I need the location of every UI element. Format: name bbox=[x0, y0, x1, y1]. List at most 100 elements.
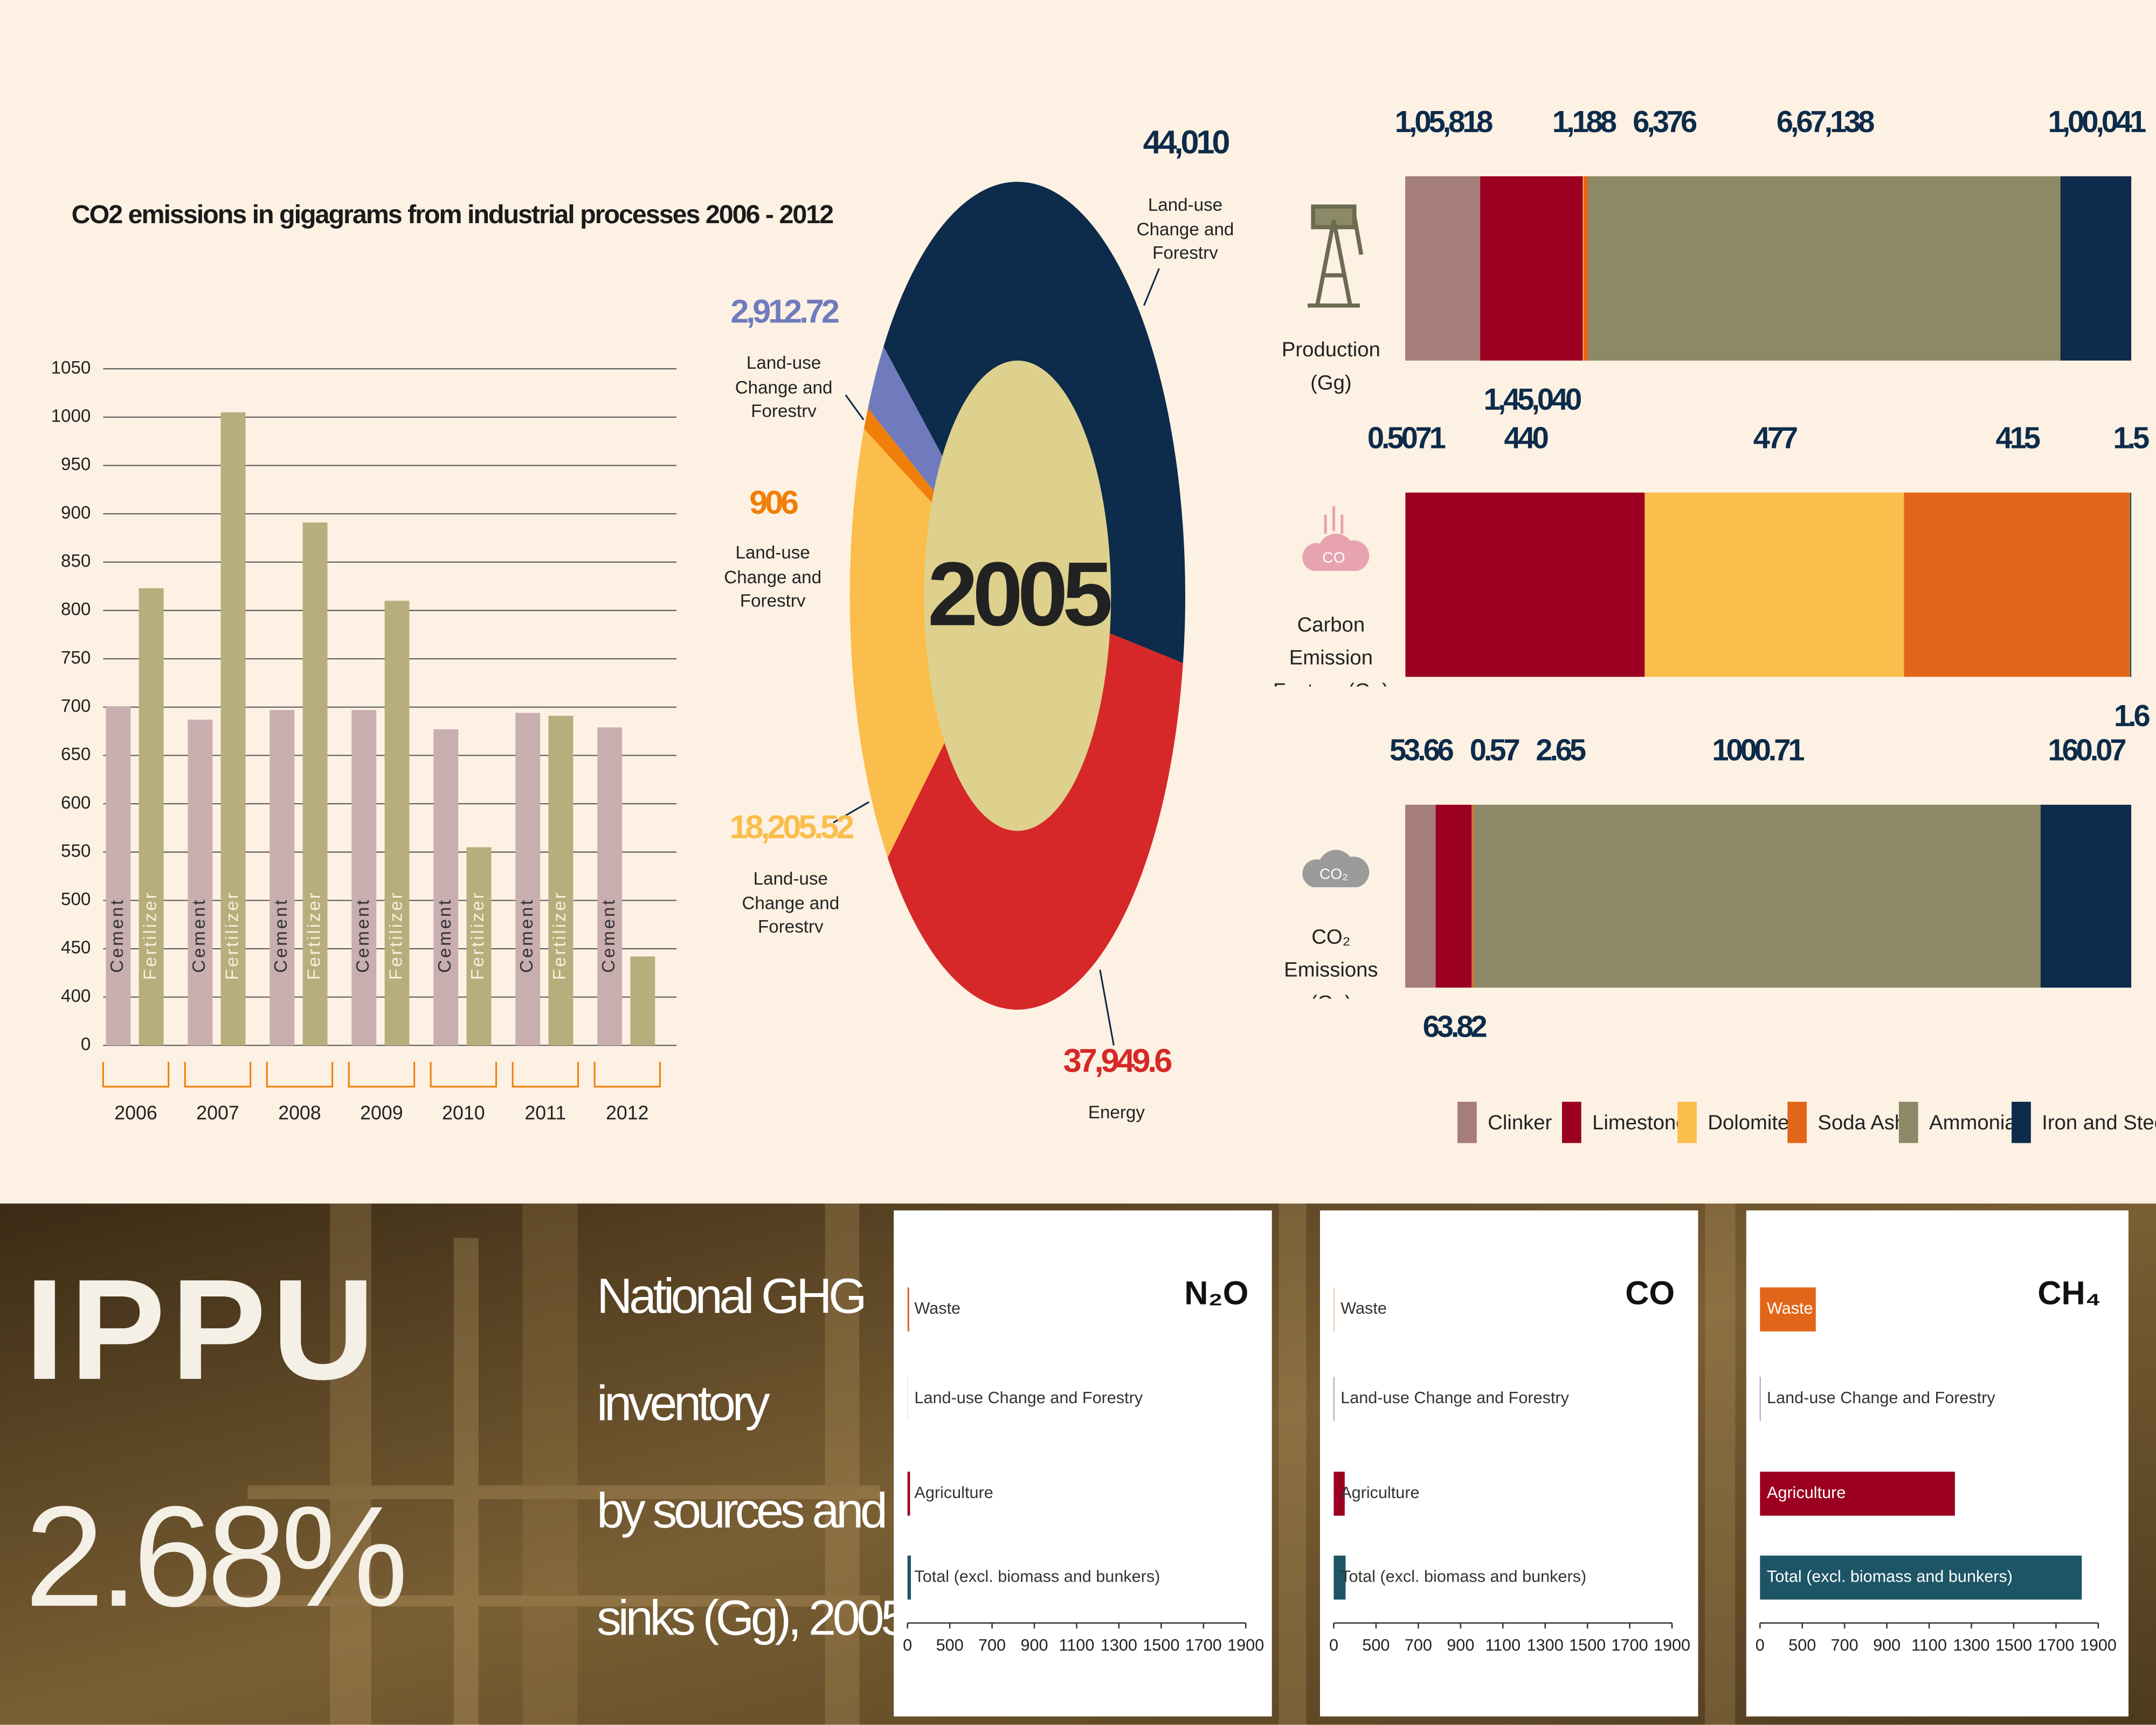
y-tick-label: 700 bbox=[61, 696, 91, 716]
bar-series-label: Cement bbox=[435, 898, 455, 973]
x-tick-label: 900 bbox=[1447, 1636, 1474, 1654]
bar-segment bbox=[1904, 492, 2130, 677]
bar-series-label: Fertilizer bbox=[140, 891, 160, 980]
co-cloud-icon bbox=[1302, 506, 1370, 571]
x-tick-label: 1300 bbox=[1101, 1636, 1137, 1654]
value-label: 2.65 bbox=[1536, 733, 1586, 767]
category-bracket bbox=[266, 1061, 334, 1088]
bar-series-label: Fertilizer bbox=[304, 891, 324, 980]
category-label-box: Energy bbox=[1088, 1102, 1145, 1122]
value-label: 18,205.52 bbox=[730, 809, 853, 845]
panel bbox=[1319, 1210, 1698, 1717]
x-tick-label: 1100 bbox=[1485, 1636, 1521, 1654]
bar bbox=[433, 729, 459, 1046]
x-tick-label: 2006 bbox=[114, 1102, 157, 1123]
legend-swatch bbox=[1898, 1101, 1918, 1143]
value-label: 37,949.6 bbox=[1063, 1043, 1172, 1079]
row-label-box: CO₂ Emissions (Gg) bbox=[1284, 926, 1378, 998]
x-tick-label: 500 bbox=[1788, 1636, 1816, 1654]
x-tick-label: 700 bbox=[978, 1636, 1006, 1654]
row-label: Carbon Emission Factors (Gg) bbox=[1273, 613, 1389, 686]
x-tick-label: 500 bbox=[1362, 1636, 1390, 1654]
bar-series-label: Cement bbox=[107, 898, 127, 973]
category-bracket bbox=[593, 1061, 661, 1088]
x-tick-label: 1300 bbox=[1527, 1636, 1564, 1654]
value-label: 1,00,041 bbox=[2048, 105, 2146, 139]
value-label: 415 bbox=[1996, 421, 2040, 455]
legend-label: Clinker bbox=[1488, 1111, 1552, 1134]
x-tick-label: 2010 bbox=[442, 1102, 485, 1123]
category-label: Waste bbox=[1767, 1299, 1813, 1317]
category-label-box: Land-use Change and Forestry bbox=[724, 542, 821, 607]
category-label: Land-use Change and Forestry bbox=[1767, 1389, 1995, 1407]
row-label-box: Production (Gg) bbox=[1281, 339, 1380, 395]
x-tick-label: 1100 bbox=[1911, 1636, 1947, 1654]
bar-segment bbox=[1472, 804, 1474, 988]
value-label: 160.07 bbox=[2048, 733, 2125, 767]
category-label: Land-use Change and Forestry bbox=[1340, 1389, 1569, 1407]
y-tick-label: 750 bbox=[61, 648, 91, 668]
banner-subtitle: inventory bbox=[597, 1376, 770, 1431]
category-label: Waste bbox=[1340, 1299, 1387, 1317]
category-label: Waste bbox=[914, 1299, 960, 1317]
x-tick-label: 500 bbox=[936, 1636, 964, 1654]
banner-title: IPPU bbox=[25, 1250, 381, 1410]
row-label-box: Carbon Emission Factors (Gg) bbox=[1273, 613, 1389, 686]
bar-segment bbox=[1405, 176, 1481, 361]
legend-swatch bbox=[1677, 1101, 1697, 1143]
bar-segment bbox=[1584, 176, 1588, 361]
y-tick-label: 450 bbox=[61, 938, 91, 958]
category-label: Agriculture bbox=[914, 1484, 993, 1502]
bar-segment bbox=[1471, 804, 1473, 988]
category-label: Land-use Change and Forestry bbox=[742, 868, 840, 933]
bar bbox=[907, 1555, 911, 1600]
industrial-decoration bbox=[165, 1203, 1736, 1725]
value-label: 1.5 bbox=[2113, 421, 2149, 455]
banner-subtitle: sinks (Gg), 2005 bbox=[597, 1590, 907, 1645]
category-label: Agriculture bbox=[1340, 1484, 1419, 1502]
x-tick-label: 2011 bbox=[524, 1102, 566, 1123]
bar bbox=[466, 847, 492, 1046]
value-label: 63.82 bbox=[1423, 1010, 1487, 1044]
bar bbox=[1333, 1555, 1346, 1600]
value-label: 2,912.72 bbox=[730, 293, 839, 329]
legend-label: Limestone bbox=[1592, 1111, 1687, 1134]
value-label: 44,010 bbox=[1143, 124, 1229, 161]
legend-swatch bbox=[1457, 1101, 1477, 1143]
bar bbox=[351, 710, 377, 1046]
bar-segment bbox=[2060, 176, 2132, 361]
bar bbox=[302, 522, 328, 1046]
value-label: 1,05,818 bbox=[1395, 105, 1492, 139]
value-label: 1.6 bbox=[2114, 699, 2150, 733]
bar-segment bbox=[1583, 176, 1584, 361]
category-bracket bbox=[348, 1061, 416, 1088]
y-tick-label: 950 bbox=[61, 454, 91, 474]
leader-line bbox=[1143, 268, 1160, 306]
legend-label: Iron and Steel bbox=[2042, 1111, 2156, 1134]
bar bbox=[1333, 1287, 1335, 1331]
x-tick-label: 1700 bbox=[1612, 1636, 1648, 1654]
co2-cloud-icon bbox=[1302, 850, 1370, 887]
bar-segment bbox=[1405, 492, 1406, 677]
banner-subtitle: National GHG bbox=[597, 1268, 863, 1323]
bar bbox=[907, 1472, 910, 1516]
y-tick-label: 650 bbox=[61, 744, 91, 764]
legend-label: Dolomite bbox=[1708, 1111, 1789, 1134]
category-label-box: Land-use Change and Forestry bbox=[742, 868, 840, 933]
bar-series-label: Fertilizer bbox=[468, 891, 488, 980]
x-tick-label: 900 bbox=[1873, 1636, 1901, 1654]
x-tick-label: 1500 bbox=[1143, 1636, 1179, 1654]
x-tick-label: 2007 bbox=[196, 1102, 239, 1123]
x-tick-label: 1900 bbox=[2080, 1636, 2117, 1654]
row-label: Production (Gg) bbox=[1281, 339, 1380, 395]
bar-series-label: Cement bbox=[189, 898, 209, 973]
category-label: Land-use Change and Forestry bbox=[735, 352, 833, 417]
banner-value: 2.68% bbox=[25, 1477, 404, 1637]
y-tick-label: 1050 bbox=[51, 358, 91, 378]
value-label: 440 bbox=[1504, 421, 1547, 455]
legend-label: Soda Ash bbox=[1818, 1111, 1906, 1134]
value-label: 0.5071 bbox=[1367, 421, 1446, 455]
legend-swatch bbox=[1561, 1101, 1581, 1143]
bar-series-label: Cement bbox=[353, 898, 373, 973]
value-label: 6,376 bbox=[1633, 105, 1697, 139]
